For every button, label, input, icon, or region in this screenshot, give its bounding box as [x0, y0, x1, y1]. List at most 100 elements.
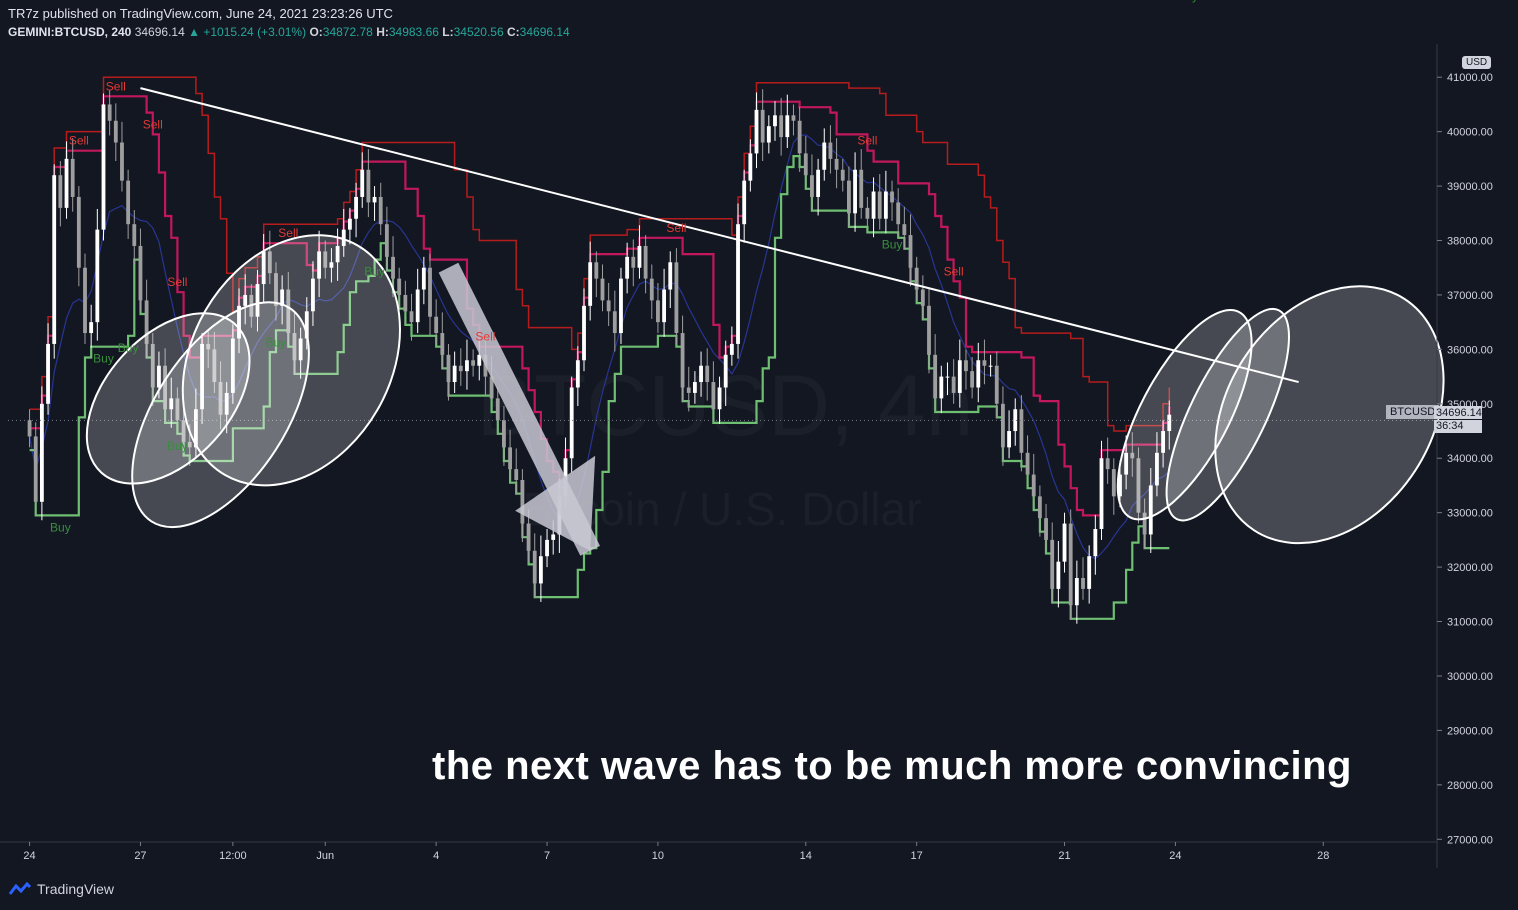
price-tick-label: 38000.00 — [1447, 236, 1493, 248]
candle-body — [514, 469, 519, 481]
candle-body — [773, 115, 777, 127]
candle-body — [705, 365, 710, 383]
price-tick-label: 36000.00 — [1447, 344, 1493, 356]
currency-badge[interactable]: USD — [1462, 56, 1492, 69]
candle-body — [662, 289, 667, 323]
trend-line[interactable] — [140, 87, 1299, 384]
sell-signal-label: Sell — [857, 134, 877, 148]
candle-body — [101, 104, 106, 230]
time-tick-label: 7 — [544, 850, 550, 862]
candle-body — [1087, 556, 1092, 589]
candle-body — [1148, 485, 1153, 535]
sell-signal-label: Sell — [666, 221, 686, 235]
plot-area[interactable]: Sell Sell Sell Sell Sell Sell Sell Sell Sell Sell… — [8, 0, 1490, 624]
highlight-ellipse[interactable] — [55, 282, 281, 514]
close-value: 34696.14 — [519, 25, 570, 39]
candle-body — [187, 441, 192, 448]
buy-signal-label: Buy — [1177, 0, 1198, 3]
candle-body — [1001, 403, 1005, 448]
candle-body — [440, 333, 445, 355]
candle-body — [508, 447, 512, 470]
bar-countdown: 36:34 — [1434, 420, 1482, 433]
time-tick-label: 28 — [1317, 850, 1329, 862]
candle-body — [434, 316, 439, 334]
highlight-ellipse[interactable] — [1168, 243, 1490, 586]
last-price: 34696.14 — [134, 25, 185, 39]
candle-body — [286, 289, 291, 334]
candle-body — [120, 142, 124, 181]
time-axis[interactable]: 24 27 12:00 Jun 4 7 10 14 17 21 24 28 — [0, 841, 1437, 862]
price-axis[interactable]: 27000.00 28000.00 29000.00 30000.00 31000.00… — [1436, 44, 1493, 868]
candle-body — [699, 365, 703, 383]
price-tick-label: 27000.00 — [1447, 834, 1493, 846]
candle-body — [304, 311, 309, 339]
tradingview-logo-icon — [8, 882, 32, 895]
candle-body — [200, 343, 204, 410]
candle-body — [890, 191, 894, 203]
sell-signal-label: Sell — [1264, 0, 1284, 3]
time-tick-label: 24 — [23, 850, 35, 862]
highlight-ellipse[interactable] — [96, 272, 344, 556]
price-tick-label: 30000.00 — [1447, 671, 1493, 683]
candle-body — [224, 392, 229, 415]
candle-body — [446, 354, 451, 383]
candle-body — [766, 126, 771, 143]
high-label: H: — [376, 25, 389, 39]
candle-body — [982, 360, 987, 366]
price-tick-label: 28000.00 — [1447, 780, 1493, 792]
candle-body — [643, 245, 648, 279]
candle-body — [366, 169, 371, 203]
candle-body — [193, 409, 198, 448]
tradingview-logo[interactable]: TradingView — [8, 881, 114, 897]
price-tick-label: 34000.00 — [1447, 453, 1493, 465]
time-tick-label: 12:00 — [219, 850, 247, 862]
high-value: 34983.66 — [388, 25, 439, 39]
candle-body — [33, 436, 38, 502]
candle-body — [791, 115, 796, 121]
price-tick-label: 37000.00 — [1447, 290, 1493, 302]
candle-body — [465, 360, 469, 372]
price-tick-label: 31000.00 — [1447, 617, 1493, 629]
candle-body — [218, 382, 223, 415]
candle-body — [797, 120, 802, 154]
candle-body — [113, 120, 118, 143]
candle-body — [748, 153, 753, 181]
open-value: 34872.78 — [322, 25, 373, 39]
candle-body — [520, 480, 525, 524]
candle-body — [1124, 452, 1129, 475]
candle-body — [495, 398, 500, 421]
candle-body — [834, 158, 839, 170]
candle-body — [717, 387, 722, 410]
price-tick-label: 33000.00 — [1447, 508, 1493, 520]
time-tick-label: 14 — [800, 850, 812, 862]
candle-body — [458, 365, 463, 372]
candle-body — [933, 354, 938, 399]
candle-body — [1136, 458, 1141, 513]
candle-body — [335, 245, 340, 263]
candle-body — [58, 175, 63, 208]
buy-signal-label: Buy — [50, 520, 71, 534]
candle-body — [575, 360, 580, 388]
buy-signal-label: Buy — [882, 237, 903, 251]
candle-body — [637, 245, 642, 268]
highlight-ellipse[interactable] — [1091, 291, 1278, 537]
candle-body — [397, 278, 402, 295]
candle-body — [403, 294, 408, 312]
candle-body — [859, 169, 864, 208]
buy-signal-label: Buy — [167, 439, 188, 453]
sell-signal-label: Sell — [278, 226, 298, 240]
candle-body — [83, 267, 87, 334]
candle-body — [729, 343, 734, 355]
highlight-ellipse[interactable] — [1143, 294, 1313, 536]
candle-body — [1037, 496, 1042, 519]
candle-body — [631, 256, 636, 268]
price-tick-label: 29000.00 — [1447, 725, 1493, 737]
highlight-ellipse[interactable] — [139, 196, 444, 525]
candle-body — [871, 191, 876, 219]
tradingview-brand: TradingView — [37, 881, 115, 897]
candle-body — [668, 262, 673, 290]
candle-body — [532, 550, 537, 584]
candle-body — [976, 360, 981, 388]
time-tick-label: 24 — [1169, 850, 1181, 862]
